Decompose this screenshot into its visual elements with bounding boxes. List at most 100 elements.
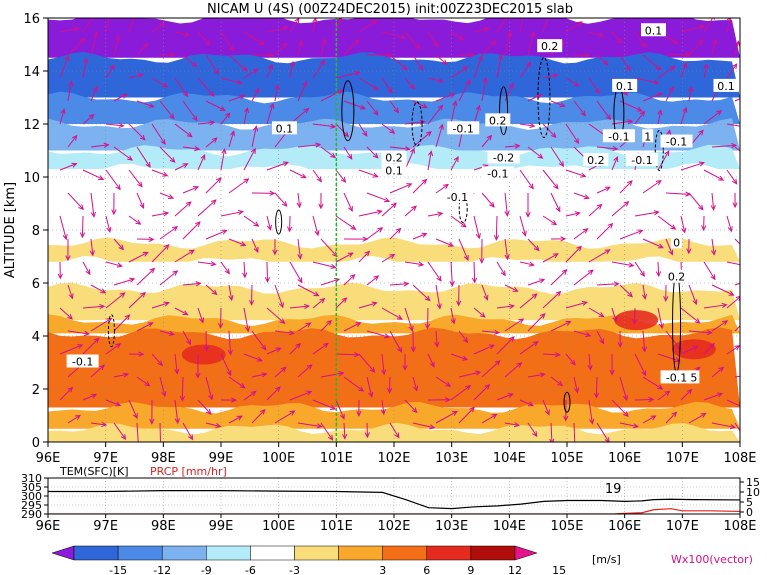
wind-vector xyxy=(82,216,83,237)
ts-axes: 1931030530029529015105096E 97E 98E 99E 100E 1… xyxy=(21,472,760,534)
contour-label: -0.1 xyxy=(666,136,687,149)
colorbar-box xyxy=(339,546,383,560)
wind-vector-head xyxy=(107,9,111,14)
contour-label: -0.1 xyxy=(608,130,629,143)
colorbar-label: -12 xyxy=(153,564,171,575)
x-tick-label: 97E xyxy=(93,451,118,466)
colorbar-box xyxy=(295,546,339,560)
x-tick-label: 104E xyxy=(493,451,526,466)
wind-vector-head xyxy=(750,92,755,96)
wind-vector-head xyxy=(747,156,752,160)
ts-x-tick-label: 98E xyxy=(151,519,176,534)
shading-bands xyxy=(48,12,740,442)
wind-vector-head xyxy=(746,125,751,129)
x-axis: 96E 97E 98E 99E 100E 101E 102E 103E 104E 105E 106E… xyxy=(36,442,757,466)
contour-label: 1 xyxy=(644,130,651,143)
colorbar-label: 15 xyxy=(552,564,566,575)
ts-x-tick-label: 103E xyxy=(435,519,468,534)
colorbar-box xyxy=(471,546,515,560)
contour-label: 0.1 xyxy=(717,80,735,93)
colorbar-label: -9 xyxy=(201,564,212,575)
band xyxy=(48,327,740,407)
wind-vector xyxy=(666,54,690,55)
shading-blob xyxy=(182,345,226,365)
wind-vector-head xyxy=(745,264,750,268)
x-tick-label: 99E xyxy=(209,451,234,466)
ts-x-tick-label: 107E xyxy=(666,519,699,534)
contour-label: -0.1 xyxy=(487,167,508,180)
wind-vector xyxy=(735,147,752,160)
contour-label: 0.2 xyxy=(541,40,559,53)
x-tick-label: 102E xyxy=(377,451,410,466)
x-tick-label: 103E xyxy=(435,451,468,466)
colorbar-box xyxy=(162,546,206,560)
colorbar-box xyxy=(206,546,250,560)
colorbar-label: 9 xyxy=(467,564,474,575)
y-axis-label: ALTITUDE [km] xyxy=(3,182,18,278)
colorbar-unit: [m/s] xyxy=(592,553,621,566)
colorbar-box xyxy=(118,546,162,560)
contour-label: -0.1 xyxy=(447,191,468,204)
chart-title: NICAM U (4S) (00Z24DEC2015) init:00Z23DE… xyxy=(207,2,573,17)
y-axis: 0 2 4 6 8 10 12 14 16 xyxy=(23,12,48,451)
ts-x-tick-label: 108E xyxy=(723,519,756,534)
x-tick-label: 106E xyxy=(608,451,641,466)
colorbar-label: 3 xyxy=(379,564,386,575)
wind-vector xyxy=(474,262,475,282)
y-tick-label: 2 xyxy=(32,383,40,398)
wind-vector xyxy=(267,262,268,282)
ts-x-tick-label: 105E xyxy=(550,519,583,534)
colorbar-label: -15 xyxy=(109,564,127,575)
colorbar-box xyxy=(427,546,471,560)
vector-legend-label: Wx100(vector) xyxy=(671,553,753,566)
contour-label: 0.2 xyxy=(668,271,686,284)
y-tick-label: 12 xyxy=(23,118,40,133)
wind-vector-head xyxy=(92,13,96,18)
wind-vector-head xyxy=(743,438,747,443)
colorbar-label: 6 xyxy=(423,564,430,575)
contour-label: -0.1 xyxy=(72,356,93,369)
colorbar-label: 12 xyxy=(508,564,522,575)
contour-label: -0.1 xyxy=(452,122,473,135)
contour-label: 0.1 xyxy=(616,80,634,93)
x-tick-label: 98E xyxy=(151,451,176,466)
y-tick-label: 8 xyxy=(32,224,40,239)
colorbar-high-triangle xyxy=(515,546,537,560)
colorbar-label: -6 xyxy=(245,564,256,575)
x-tick-label: 107E xyxy=(666,451,699,466)
ts-right-tick-label: 0 xyxy=(746,506,753,519)
ts-annotation: 19 xyxy=(605,482,622,497)
contour-label: 0.2 xyxy=(587,154,605,167)
wind-vector xyxy=(496,216,497,240)
ts-x-tick-label: 97E xyxy=(93,519,118,534)
wind-vector xyxy=(635,399,653,400)
wind-vector xyxy=(735,374,754,377)
colorbar-box xyxy=(383,546,427,560)
x-tick-label: 100E xyxy=(262,451,295,466)
ts-x-tick-label: 100E xyxy=(262,519,295,534)
contour-label: 0.1 xyxy=(385,165,403,178)
contour-label: 0.2 xyxy=(489,114,507,127)
y-tick-label: 10 xyxy=(23,171,40,186)
y-tick-label: 6 xyxy=(32,277,40,292)
ts-left-label: TEM(SFC)[K] xyxy=(59,465,129,478)
ts-x-tick-label: 99E xyxy=(209,519,234,534)
x-tick-label: 105E xyxy=(550,451,583,466)
colorbar-box xyxy=(250,546,294,560)
y-tick-label: 0 xyxy=(32,436,40,451)
wind-vector-head xyxy=(751,277,756,281)
colorbar-label: -3 xyxy=(289,564,300,575)
contour-label: -0.1 xyxy=(666,371,687,384)
colorbar: -15 -12 -9 -6 -3 3 6 9 12 15 xyxy=(52,546,566,575)
wind-vector-head xyxy=(743,406,748,410)
ts-x-tick-label: 102E xyxy=(377,519,410,534)
colorbar-box xyxy=(74,546,118,560)
colorbar-low-triangle xyxy=(52,546,74,560)
y-tick-label: 16 xyxy=(23,12,40,27)
ts-x-tick-label: 101E xyxy=(320,519,353,534)
wind-vector-head xyxy=(573,442,577,447)
ts-right-label: PRCP [mm/hr] xyxy=(150,465,227,478)
x-tick-label: 108E xyxy=(723,451,756,466)
x-tick-label: 101E xyxy=(320,451,353,466)
